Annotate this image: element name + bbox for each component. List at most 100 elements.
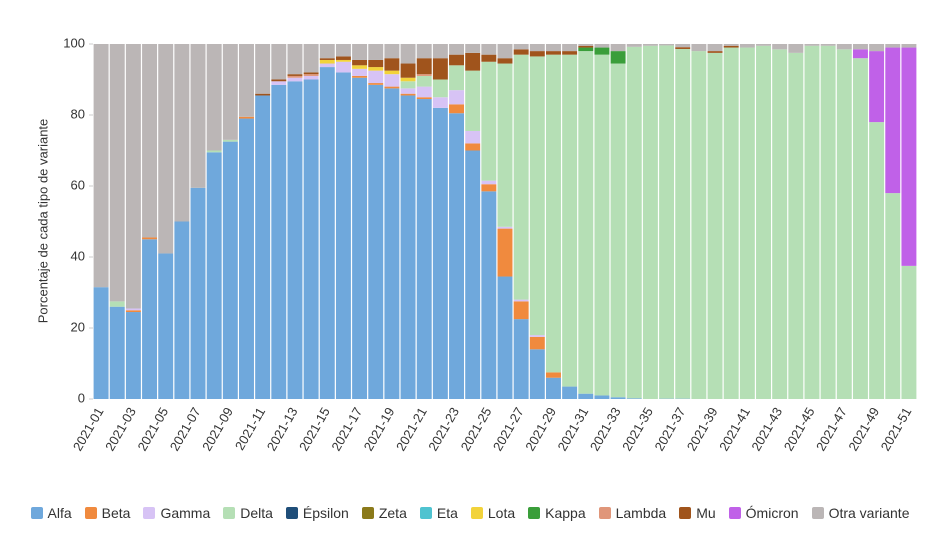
bar-segment	[93, 44, 109, 288]
bar-segment	[852, 44, 868, 50]
legend-item[interactable]: Otra variante	[811, 505, 910, 521]
bar-segment	[109, 44, 125, 302]
bar-segment	[432, 107, 448, 400]
bar-segment	[901, 47, 917, 266]
bar-segment	[384, 58, 400, 71]
bar-segment	[416, 44, 432, 59]
bar-segment	[400, 77, 416, 82]
legend-label: Beta	[101, 505, 131, 521]
x-tick-label: 2021-51	[878, 405, 915, 454]
bar-segment	[206, 44, 222, 151]
bar-segment	[287, 81, 303, 400]
bar-segment	[529, 56, 545, 336]
bar-segment	[352, 68, 368, 76]
bar-segment	[869, 51, 885, 123]
legend-item[interactable]: Delta	[223, 505, 273, 521]
legend-swatch	[30, 507, 43, 519]
bar-segment	[610, 63, 626, 398]
bar-segment	[513, 299, 529, 302]
bar-segment	[335, 44, 351, 57]
bar-segment	[368, 67, 384, 71]
legend-item[interactable]: Beta	[84, 505, 131, 521]
bar-segment	[481, 44, 497, 55]
bar-segment	[610, 51, 626, 64]
legend-swatch	[361, 507, 374, 519]
bar-segment	[465, 130, 481, 144]
legend-item[interactable]: Zeta	[361, 505, 407, 521]
bar-segment	[885, 47, 901, 194]
bar-segment	[578, 45, 594, 48]
legend: Alfa Beta Gamma Delta Épsilon Zeta Eta Lota Kapp…	[0, 505, 940, 521]
bar-segment	[319, 59, 335, 64]
bar-segment	[335, 61, 351, 73]
bar-segment	[707, 44, 723, 52]
bar-segment	[562, 386, 578, 399]
bar-segment	[142, 237, 158, 240]
bar-segment	[449, 65, 465, 91]
legend-item[interactable]: Épsilon	[285, 505, 349, 521]
bar-segment	[449, 54, 465, 66]
y-tick-label: 100	[63, 35, 85, 50]
bar-segment	[400, 81, 416, 89]
legend-item[interactable]: Mu	[679, 505, 716, 521]
bar-segment	[352, 75, 368, 78]
legend-item[interactable]: Ómicron	[728, 505, 799, 521]
bar-segment	[368, 59, 384, 68]
bar-segment	[529, 335, 545, 337]
bar-segment	[594, 395, 610, 399]
bar-segment	[416, 97, 432, 100]
legend-item[interactable]: Alfa	[30, 505, 72, 521]
legend-swatch	[811, 507, 824, 519]
bar-segment	[449, 44, 465, 55]
legend-item[interactable]: Lambda	[598, 505, 666, 521]
bar-segment	[772, 49, 788, 399]
bar-segment	[885, 44, 901, 48]
legend-item[interactable]: Eta	[419, 505, 458, 521]
bar-segment	[626, 398, 642, 399]
bar-segment	[400, 88, 416, 94]
legend-item[interactable]: Lota	[470, 505, 515, 521]
legend-label: Kappa	[545, 505, 586, 521]
bar-segment	[255, 93, 271, 96]
legend-swatch	[470, 507, 483, 519]
bar-segment	[158, 253, 174, 399]
bar-segment	[174, 221, 190, 399]
bar-segment	[545, 44, 561, 52]
legend-label: Zeta	[378, 505, 407, 521]
bar-segment	[739, 47, 755, 400]
bar-segment	[190, 44, 206, 188]
bar-segment	[206, 152, 222, 399]
bar-segment	[820, 44, 836, 46]
bar-segment	[513, 54, 529, 300]
bar-segment	[416, 86, 432, 98]
bar-segment	[513, 301, 529, 320]
bar-segment	[869, 44, 885, 52]
legend-item[interactable]: Gamma	[143, 505, 210, 521]
legend-swatch	[419, 507, 432, 519]
bar-segment	[352, 65, 368, 69]
bar-segment	[836, 49, 852, 399]
bar-segment	[303, 79, 319, 399]
bar-segment	[125, 44, 141, 309]
bar-segment	[804, 45, 820, 400]
legend-swatch	[84, 507, 97, 519]
bar-segment	[594, 44, 610, 48]
bar-segment	[303, 75, 319, 80]
bar-segment	[836, 44, 852, 50]
bar-segment	[125, 312, 141, 399]
bar-segment	[691, 51, 707, 399]
legend-label: Otra variante	[828, 505, 910, 521]
bar-segment	[432, 44, 448, 59]
bar-segment	[529, 349, 545, 399]
bar-segment	[578, 51, 594, 394]
legend-label: Alfa	[47, 505, 72, 521]
bar-segment	[109, 306, 125, 399]
bar-segment	[449, 90, 465, 105]
bar-segment	[222, 44, 238, 140]
bar-segment	[400, 44, 416, 64]
legend-label: Delta	[240, 505, 273, 521]
legend-label: Épsilon	[302, 505, 349, 521]
legend-item[interactable]: Kappa	[528, 505, 586, 521]
bar-segment	[352, 59, 368, 66]
bar-segment	[206, 150, 222, 153]
